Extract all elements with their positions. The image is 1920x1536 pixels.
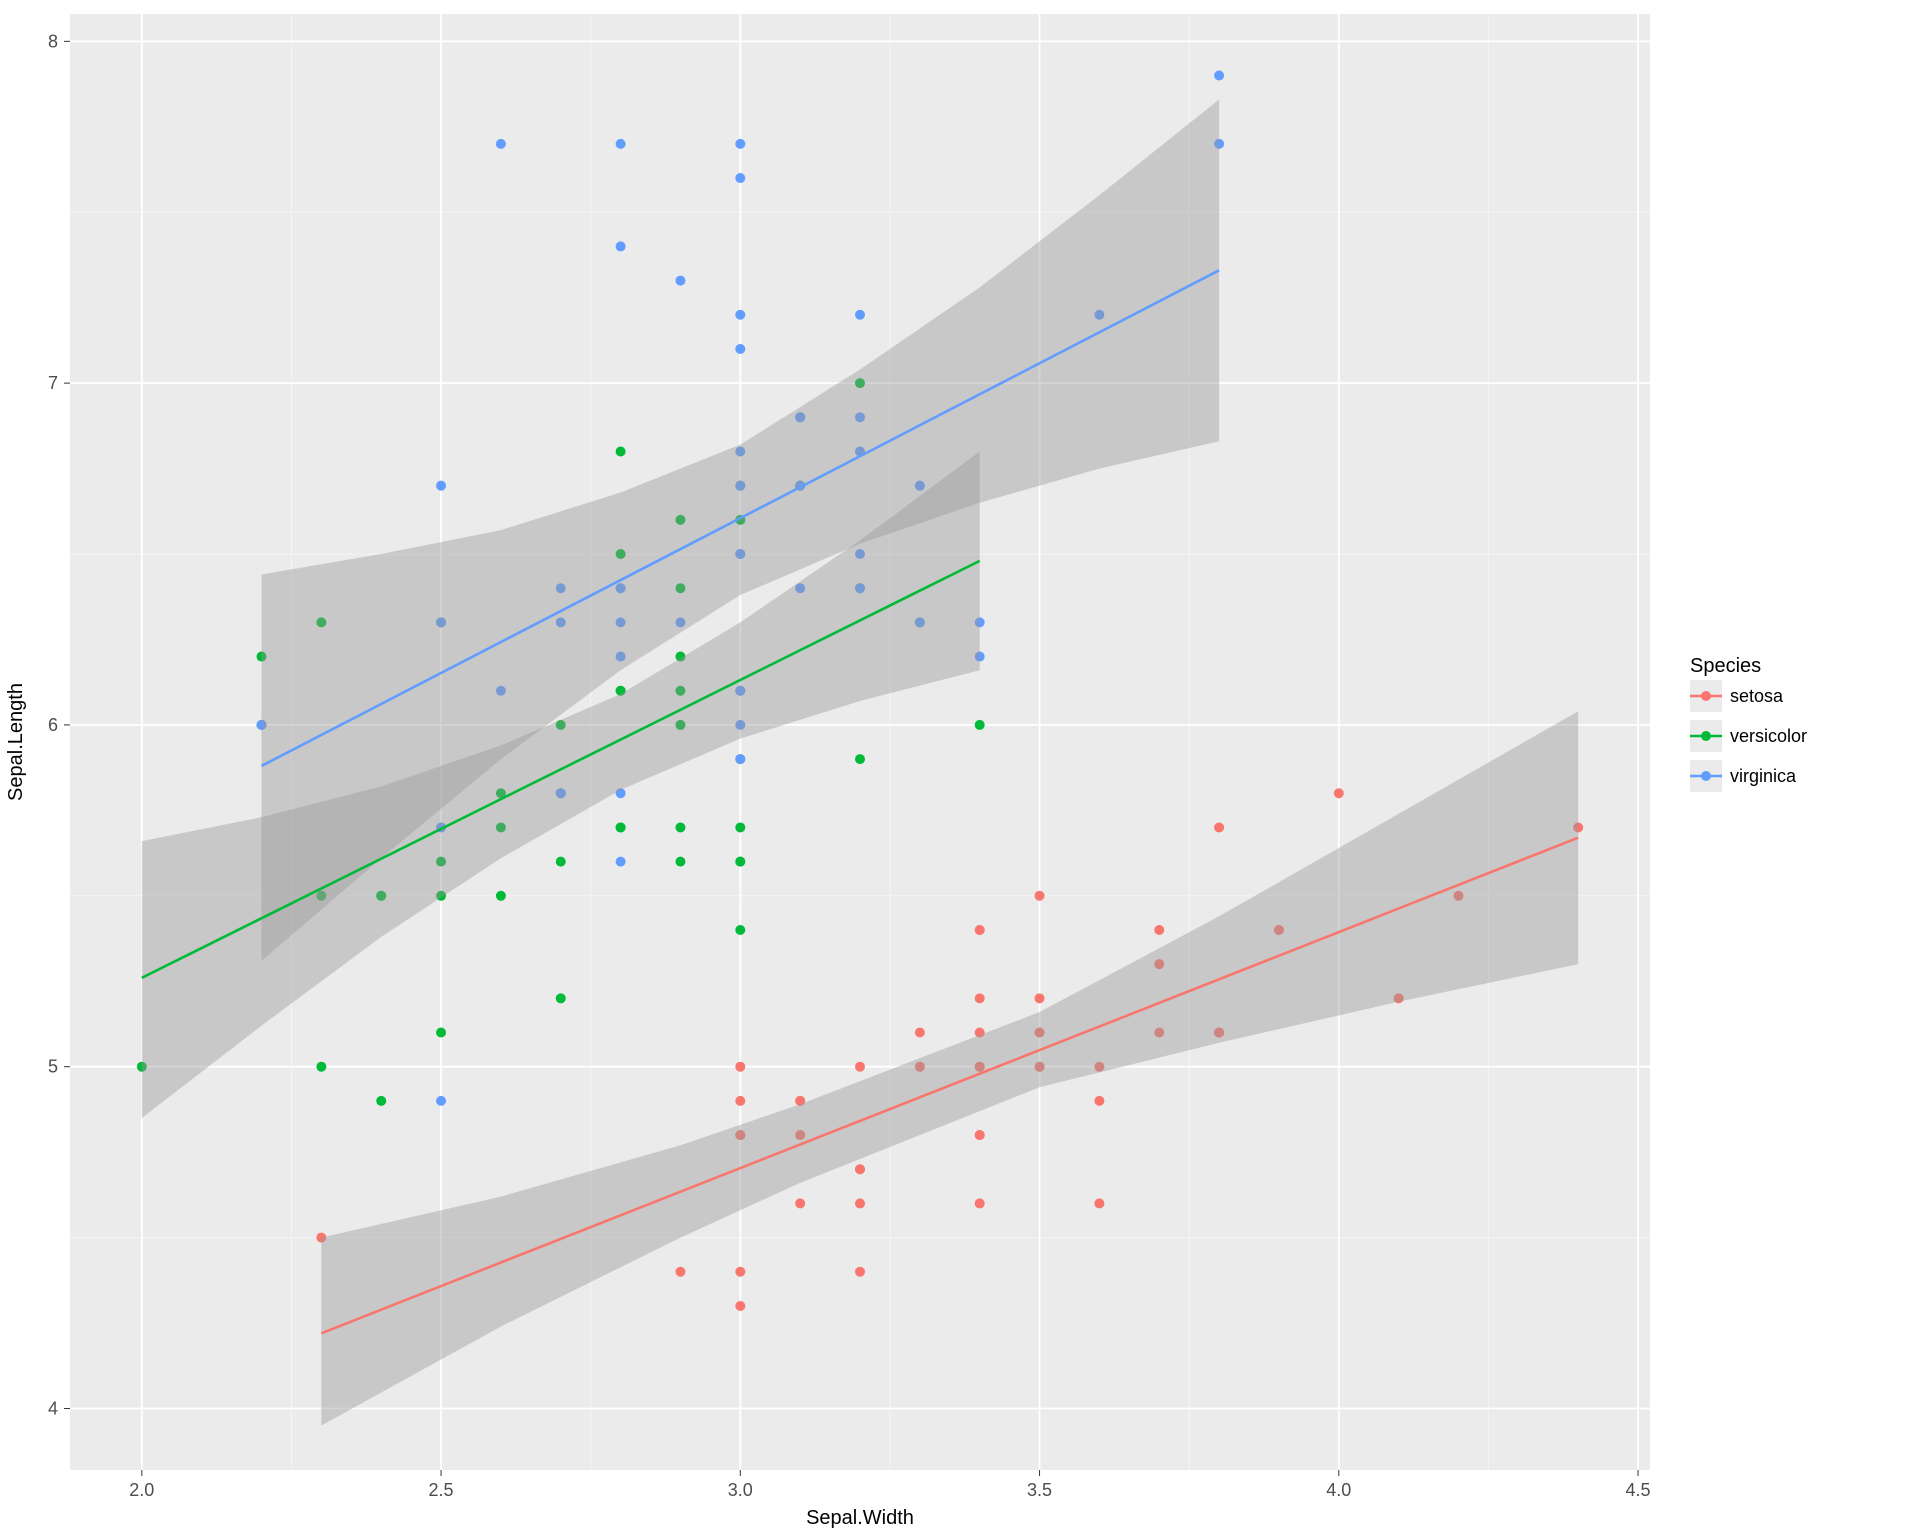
data-point (975, 1130, 985, 1140)
legend-item-versicolor: versicolor (1690, 720, 1807, 752)
data-point (616, 822, 626, 832)
data-point (616, 241, 626, 251)
x-tick-label: 3.0 (728, 1480, 753, 1500)
y-axis-title: Sepal.Length (5, 683, 27, 801)
data-point (675, 1267, 685, 1277)
data-point (675, 857, 685, 867)
data-point (616, 139, 626, 149)
x-tick-label: 3.5 (1027, 1480, 1052, 1500)
legend-label: virginica (1730, 766, 1797, 786)
data-point (616, 446, 626, 456)
data-point (735, 173, 745, 183)
x-axis-title: Sepal.Width (806, 1507, 914, 1529)
data-point (616, 857, 626, 867)
data-point (316, 1062, 326, 1072)
data-point (855, 310, 865, 320)
legend-item-setosa: setosa (1690, 680, 1784, 712)
data-point (735, 139, 745, 149)
data-point (436, 1028, 446, 1038)
data-point (735, 1301, 745, 1311)
data-point (975, 1198, 985, 1208)
x-tick-label: 4.5 (1626, 1480, 1651, 1500)
y-tick-label: 5 (48, 1057, 58, 1077)
y-tick-label: 6 (48, 715, 58, 735)
data-point (1334, 788, 1344, 798)
data-point (1214, 71, 1224, 81)
data-point (735, 1267, 745, 1277)
data-point (436, 1096, 446, 1106)
y-tick-label: 7 (48, 373, 58, 393)
data-point (855, 1164, 865, 1174)
data-point (496, 139, 506, 149)
data-point (496, 891, 506, 901)
scatter-chart: 2.0 2.5 3.0 3.5 4.0 4.5 4 5 6 7 8 Sepal.Width Sepal.… (0, 0, 1920, 1536)
x-tick-label: 2.0 (129, 1480, 154, 1500)
data-point (1035, 993, 1045, 1003)
data-point (855, 1198, 865, 1208)
data-point (855, 1267, 865, 1277)
data-point (735, 1096, 745, 1106)
legend-item-virginica: virginica (1690, 760, 1797, 792)
data-point (436, 481, 446, 491)
y-tick-label: 4 (48, 1398, 58, 1418)
data-point (1154, 925, 1164, 935)
data-point (735, 310, 745, 320)
data-point (735, 822, 745, 832)
legend-label: versicolor (1730, 726, 1807, 746)
legend-label: setosa (1730, 686, 1784, 706)
data-point (1035, 891, 1045, 901)
data-point (735, 857, 745, 867)
data-point (376, 1096, 386, 1106)
data-point (975, 720, 985, 730)
data-point (675, 822, 685, 832)
data-point (1094, 1096, 1104, 1106)
y-tick-label: 8 (48, 31, 58, 51)
data-point (1094, 1198, 1104, 1208)
data-point (915, 1028, 925, 1038)
legend-title: Species (1690, 655, 1761, 677)
data-point (556, 993, 566, 1003)
data-point (556, 857, 566, 867)
data-point (735, 754, 745, 764)
data-point (735, 925, 745, 935)
data-point (855, 1062, 865, 1072)
data-point (975, 993, 985, 1003)
data-point (735, 344, 745, 354)
legend: Species setosa versicolor virginica (1690, 655, 1807, 792)
data-point (855, 754, 865, 764)
data-point (675, 276, 685, 286)
data-point (1214, 822, 1224, 832)
x-tick-label: 4.0 (1326, 1480, 1351, 1500)
data-point (975, 925, 985, 935)
data-point (735, 1062, 745, 1072)
x-tick-label: 2.5 (429, 1480, 454, 1500)
data-point (795, 1198, 805, 1208)
